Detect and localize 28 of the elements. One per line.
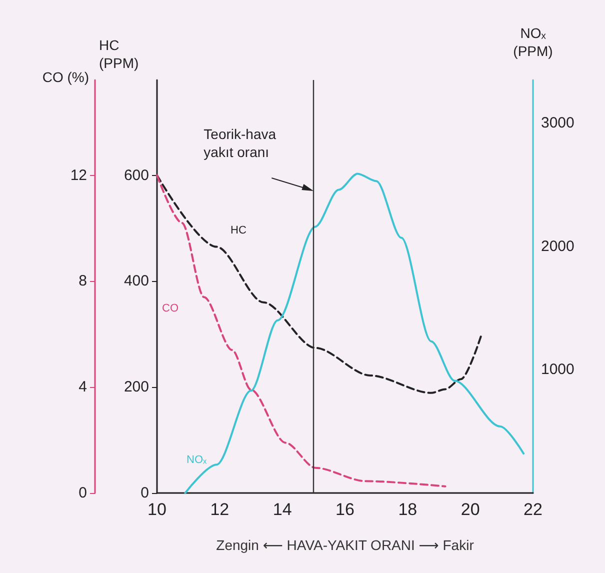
y3-tick-label: 4 bbox=[78, 378, 87, 396]
y-tick-label: 400 bbox=[124, 272, 149, 290]
y3-tick-label: 0 bbox=[78, 484, 87, 502]
y2-tick-label: 2000 bbox=[541, 238, 574, 255]
x-tick-label: 22 bbox=[524, 500, 542, 519]
y-tick-label: 600 bbox=[124, 166, 149, 184]
x-axis-title: Zengin ⟵ HAVA-YAKIT ORANI ⟶ Fakir bbox=[216, 537, 474, 553]
line-series bbox=[156, 174, 446, 488]
y2-tick-label: 3000 bbox=[541, 114, 574, 132]
y3-axis-title: CO (%) bbox=[42, 69, 89, 85]
x-tick-label: 12 bbox=[210, 500, 230, 519]
y3-tick-label: 12 bbox=[70, 166, 87, 184]
x-tick-label: 18 bbox=[398, 500, 418, 519]
ref-line-label: Teorik-hava yakıt oranı bbox=[204, 126, 276, 160]
series-label: NOₓ bbox=[186, 454, 208, 466]
x-tick-label: 10 bbox=[148, 500, 166, 519]
y-tick-label: 0 bbox=[140, 484, 149, 502]
y3-tick-label: 8 bbox=[78, 272, 87, 290]
text: CO bbox=[162, 302, 179, 315]
line-series bbox=[184, 172, 525, 494]
y-axis-title: HC (PPM) bbox=[99, 37, 139, 71]
y-tick-label: 200 bbox=[124, 378, 149, 396]
x-tick-label: 20 bbox=[460, 500, 480, 519]
y2-tick-label: 1000 bbox=[541, 361, 574, 378]
series-label: HC bbox=[230, 224, 246, 236]
y2-axis-title: NOₓ (PPM) bbox=[513, 25, 553, 59]
x-tick-label: 14 bbox=[272, 500, 292, 519]
x-tick-label: 16 bbox=[336, 500, 354, 519]
